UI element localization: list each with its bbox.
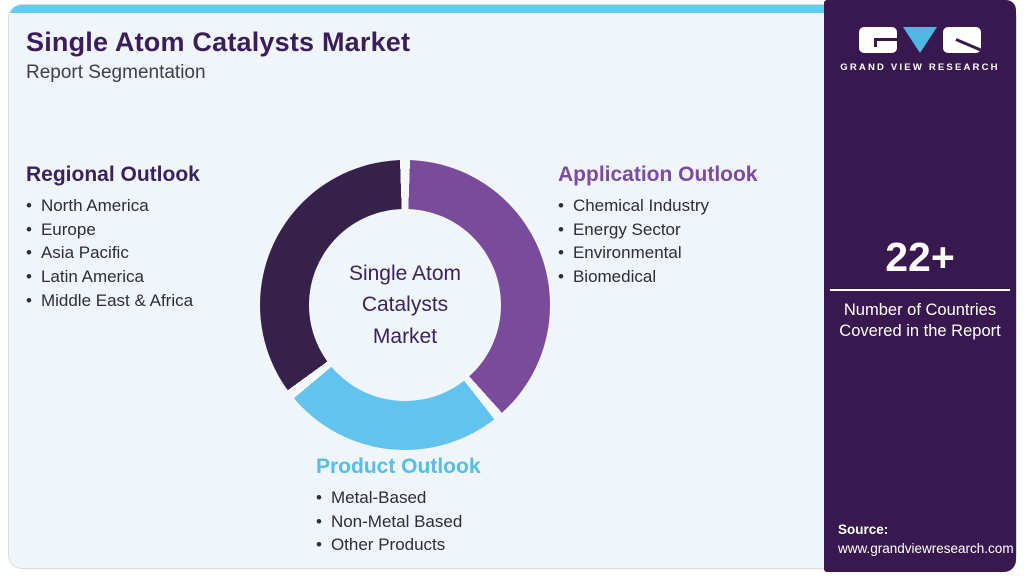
stat-value: 22+ [885, 234, 955, 280]
list-item: Other Products [316, 533, 556, 557]
donut-center-label: Single Atom Catalysts Market [348, 261, 462, 348]
product-outlook-heading: Product Outlook [316, 455, 481, 478]
list-item: Latin America [26, 265, 276, 289]
product-outlook-list: Metal-BasedNon-Metal BasedOther Products [316, 486, 556, 557]
top-accent-strip [9, 5, 1016, 13]
list-item: Europe [26, 218, 276, 242]
list-item: Non-Metal Based [316, 510, 556, 534]
stat-divider [830, 289, 1010, 291]
list-item: Metal-Based [316, 486, 556, 510]
regional-outlook-section: Regional Outlook North AmericaEuropeAsia… [26, 163, 276, 313]
list-item: Middle East & Africa [26, 289, 276, 313]
application-outlook-heading: Application Outlook [558, 163, 758, 186]
countries-stat: 22+ Number of Countries Covered in the R… [824, 234, 1016, 343]
list-item: North America [26, 194, 276, 218]
source-url[interactable]: www.grandviewresearch.com [838, 541, 1014, 557]
application-outlook-list: Chemical IndustryEnergy SectorEnvironmen… [558, 194, 798, 289]
page-subtitle: Report Segmentation [26, 62, 206, 83]
regional-outlook-list: North AmericaEuropeAsia PacificLatin Ame… [26, 194, 276, 313]
regional-outlook-heading: Regional Outlook [26, 163, 200, 186]
source-label: Source: [838, 521, 889, 537]
donut-chart: Single Atom Catalysts Market [260, 160, 550, 450]
logo-letter-g-icon [859, 27, 897, 53]
application-outlook-section: Application Outlook Chemical IndustryEne… [558, 163, 798, 289]
list-item: Energy Sector [558, 218, 798, 242]
brand-name: GRAND VIEW RESEARCH [840, 62, 1000, 73]
gvr-logo-shapes [824, 27, 1016, 53]
source-block: Source: www.grandviewresearch.com [838, 520, 1014, 559]
list-item: Chemical Industry [558, 194, 798, 218]
list-item: Asia Pacific [26, 241, 276, 265]
page-title: Single Atom Catalysts Market [26, 27, 411, 57]
logo-letter-r-icon [943, 27, 981, 53]
donut-hole: Single Atom Catalysts Market [309, 209, 501, 401]
product-outlook-section: Product Outlook Metal-BasedNon-Metal Bas… [316, 455, 556, 557]
list-item: Biomedical [558, 265, 798, 289]
gvr-logo: GRAND VIEW RESEARCH [824, 27, 1016, 73]
sidebar: GRAND VIEW RESEARCH 22+ Number of Countr… [824, 0, 1016, 572]
logo-letter-v-icon [903, 27, 937, 53]
stat-caption: Number of Countries Covered in the Repor… [839, 301, 1001, 341]
list-item: Environmental [558, 241, 798, 265]
